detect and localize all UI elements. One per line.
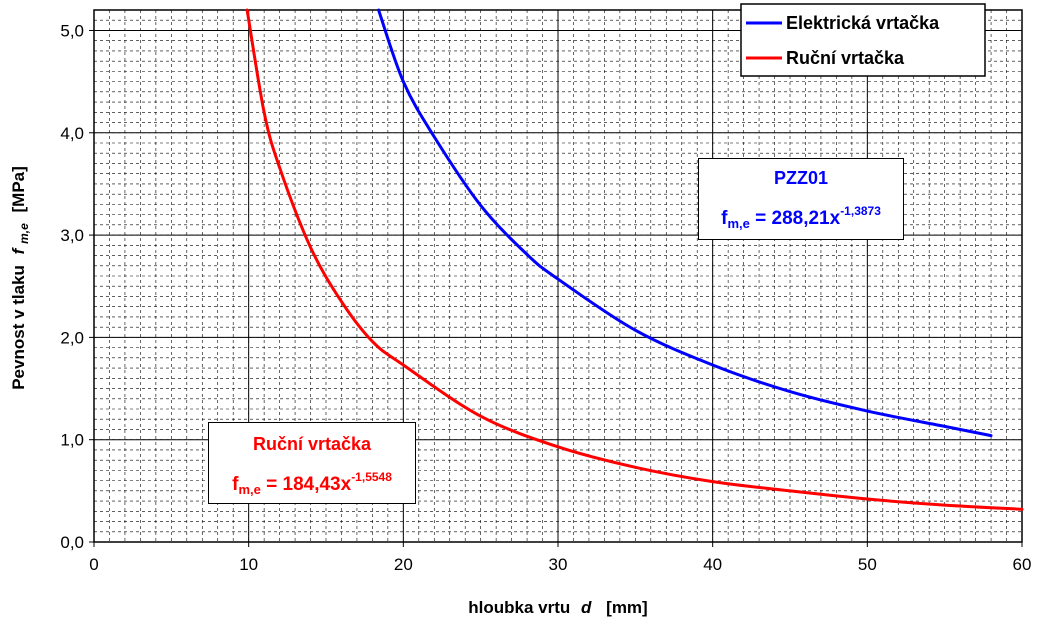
x-axis-title-text: hloubka vrtu bbox=[468, 598, 570, 617]
legend: Elektrická vrtačka Ruční vrtačka bbox=[740, 3, 986, 77]
tick-labels: 0 10 20 30 40 50 60 0,0 1,0 2,0 3,0 4,0 5,0 bbox=[60, 21, 1031, 574]
equation-sub: m,e bbox=[238, 482, 261, 497]
y-tick-label: 3,0 bbox=[60, 226, 84, 245]
x-axis-title-var: d bbox=[581, 598, 592, 617]
x-tick-label: 20 bbox=[394, 555, 413, 574]
x-axis-title-unit: [mm] bbox=[606, 598, 648, 617]
series-line-elektricka bbox=[377, 8, 993, 438]
y-axis-title-unit: [MPa] bbox=[9, 166, 28, 212]
equation-formula-rucni: fm,e = 184,43x-1,5548 bbox=[209, 465, 415, 502]
equation-var: f bbox=[721, 208, 728, 229]
equation-sub: m,e bbox=[727, 216, 750, 231]
series-layer bbox=[245, 8, 1024, 511]
equation-formula-pzz01: fm,e = 288,21x-1,3873 bbox=[699, 199, 903, 236]
x-tick-label: 40 bbox=[703, 555, 722, 574]
x-tick-label: 50 bbox=[858, 555, 877, 574]
x-tick-label: 0 bbox=[89, 555, 98, 574]
equation-exponent: -1,5548 bbox=[351, 470, 392, 484]
x-tick-label: 60 bbox=[1013, 555, 1032, 574]
y-axis-title-var-sub: m,e bbox=[17, 223, 31, 244]
series-line-rucni bbox=[245, 8, 1024, 511]
equation-title-pzz01: PZZ01 bbox=[773, 168, 829, 188]
equation-coefficient: = 288,21x bbox=[749, 208, 841, 229]
y-axis-title-text: Pevnost v tlaku bbox=[9, 265, 28, 390]
y-tick-label: 5,0 bbox=[60, 21, 84, 40]
equation-box-pzz01: PZZ01 fm,e = 288,21x-1,3873 bbox=[698, 158, 904, 240]
legend-label-rucni: Ruční vrtačka bbox=[786, 48, 905, 68]
equation-title-rucni: Ruční vrtačka bbox=[252, 434, 372, 454]
y-tick-label: 0,0 bbox=[60, 533, 84, 552]
x-tick-label: 30 bbox=[549, 555, 568, 574]
equation-exponent: -1,3873 bbox=[840, 204, 881, 218]
y-axis-title-var: f bbox=[9, 246, 28, 254]
legend-box bbox=[740, 3, 986, 77]
equation-coefficient: = 184,43x bbox=[260, 474, 352, 495]
equation-box-rucni: Ruční vrtačka fm,e = 184,43x-1,5548 bbox=[208, 422, 416, 504]
y-tick-label: 4,0 bbox=[60, 124, 84, 143]
y-tick-label: 2,0 bbox=[60, 328, 84, 347]
y-axis-title: Pevnost v tlaku f m,e [MPa] bbox=[9, 166, 32, 390]
equation-var: f bbox=[232, 474, 239, 495]
x-axis-title: hloubka vrtu d [mm] bbox=[468, 598, 647, 617]
y-tick-label: 1,0 bbox=[60, 431, 84, 450]
legend-label-elektricka: Elektrická vrtačka bbox=[786, 13, 940, 33]
x-tick-label: 10 bbox=[239, 555, 258, 574]
